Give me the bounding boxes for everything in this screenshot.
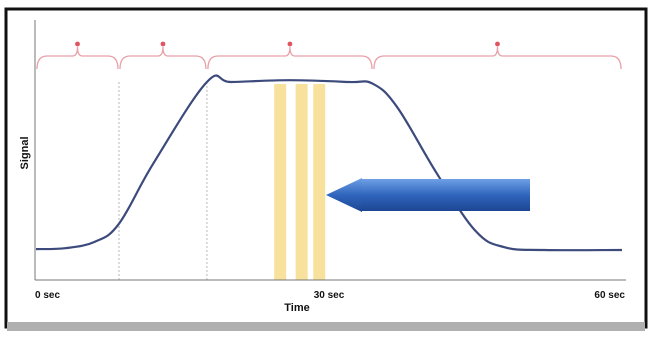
phase-brace-marker-1 <box>75 41 80 47</box>
phase-brace-marker-4 <box>495 41 500 47</box>
x-tick-label-1: 0 sec <box>35 290 60 301</box>
highlight-band-3 <box>313 84 326 280</box>
phase-brace-1 <box>36 46 119 70</box>
signal-curve <box>35 74 623 252</box>
chart-frame <box>4 7 648 329</box>
phase-brace-marker-3 <box>287 41 293 47</box>
phase-brace-2 <box>119 46 207 70</box>
phase-dividers <box>118 82 208 280</box>
frame-bottom-shadow <box>7 322 645 331</box>
phase-brace-4 <box>373 46 622 70</box>
highlight-band-1 <box>274 84 287 280</box>
x-tick-labels: 0 sec 30 sec 60 sec <box>35 290 625 301</box>
y-axis-label: Signal <box>19 136 31 169</box>
phase-brace-3 <box>207 46 373 70</box>
highlight-bands <box>274 84 326 280</box>
x-tick-label-2: 30 sec <box>314 290 345 301</box>
left-arrow-icon <box>326 178 530 212</box>
phase-braces <box>36 41 622 70</box>
highlight-band-2 <box>295 84 308 280</box>
x-axis-label: Time <box>284 302 309 314</box>
x-tick-label-3: 60 sec <box>594 290 625 301</box>
phase-brace-marker-2 <box>160 41 166 47</box>
